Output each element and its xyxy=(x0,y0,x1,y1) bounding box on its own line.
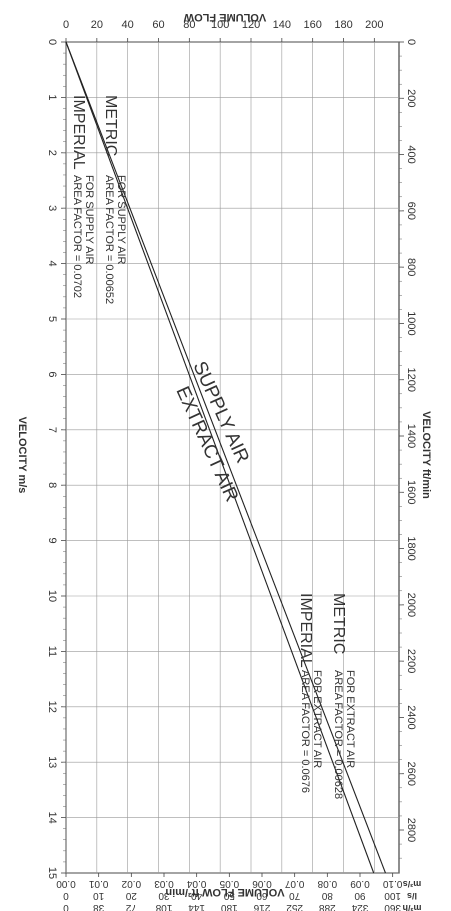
right-tick-label: 30 xyxy=(158,890,170,901)
right-tick-label: 0.07 xyxy=(284,878,304,889)
right-tick-label: 216 xyxy=(253,902,270,911)
right-tick-label: 180 xyxy=(221,902,238,911)
x-tick-label: 0 xyxy=(46,39,58,45)
right-tick-label: 0.02 xyxy=(121,878,141,889)
x-tick-label: 9 xyxy=(46,538,58,544)
annotation-extract-metric-line2: AREA FACTOR = 0.00628 xyxy=(332,670,344,799)
x-tick-label: 1 xyxy=(46,94,58,100)
annotation-supply-imperial-line1: FOR SUPPLY AIR xyxy=(83,175,95,265)
right-tick-label: 38 xyxy=(93,902,105,911)
right-tick-label: 0.09 xyxy=(350,878,370,889)
left-tick-label: 200 xyxy=(365,19,383,31)
x-tick-label: 3 xyxy=(46,205,58,211)
x-tick-label: 11 xyxy=(46,646,58,657)
annotation-supply-metric-label: METRIC xyxy=(102,95,119,156)
annotation-extract-metric-label: METRIC xyxy=(330,593,347,654)
right-tick-label: 0.06 xyxy=(252,878,272,889)
top-tick-label: 1800 xyxy=(405,536,417,560)
right-tick-label: 20 xyxy=(125,890,137,901)
right-tick-label: 90 xyxy=(354,890,366,901)
left-tick-label: 120 xyxy=(242,19,260,31)
x-tick-label: 10 xyxy=(46,590,58,602)
left-tick-label: 0 xyxy=(63,19,69,31)
x-tick-label: 8 xyxy=(46,482,58,488)
y-axis-label-left: VOLUME FLOW ft³/min xyxy=(165,886,284,898)
top-tick-label: 1600 xyxy=(405,480,417,504)
top-tick-label: 1400 xyxy=(405,424,417,448)
right-tick-label: 0.05 xyxy=(219,878,239,889)
right-tick-label: 50 xyxy=(223,890,235,901)
right-tick-label: 60 xyxy=(256,890,268,901)
x-tick-label: 7 xyxy=(46,427,58,433)
left-tick-label: 140 xyxy=(273,19,291,31)
annotation-extract-metric-line1: FOR EXTRACT AIR xyxy=(344,670,356,768)
left-tick-label: 80 xyxy=(183,19,195,31)
left-tick-label: 160 xyxy=(303,19,321,31)
right-tick-label: 0 xyxy=(63,902,69,911)
right-tick-label: 324 xyxy=(351,902,368,911)
x-tick-label: 5 xyxy=(46,316,58,322)
top-tick-label: 0 xyxy=(405,39,417,45)
right-tick-label: 0 xyxy=(63,890,69,901)
left-tick-label: 40 xyxy=(122,19,134,31)
right-tick-label: 0.01 xyxy=(88,878,108,889)
right-tick-label: 0.00 xyxy=(56,878,76,889)
left-tick-label: 20 xyxy=(91,19,103,31)
left-tick-label: 100 xyxy=(211,19,229,31)
x-tick-label: 12 xyxy=(46,701,58,713)
x-tick-label: 13 xyxy=(46,756,58,768)
right-tick-label: 40 xyxy=(191,890,203,901)
right-tick-label: 80 xyxy=(321,890,333,901)
annotation-supply-metric-line2: AREA FACTOR = 0.00652 xyxy=(103,175,115,304)
top-tick-label: 800 xyxy=(405,258,417,276)
right-tick-label: 0.04 xyxy=(186,878,206,889)
right-tick-label: 108 xyxy=(155,902,172,911)
annotation-extract-imperial-line2: AREA FACTOR = 0.0676 xyxy=(299,670,311,793)
top-tick-label: 600 xyxy=(405,202,417,220)
right-unit-header: m³/h xyxy=(403,903,422,911)
y-axis-label-right: VOLUME FLOW xyxy=(183,11,266,23)
right-tick-label: 0.08 xyxy=(317,878,337,889)
left-tick-label: 180 xyxy=(334,19,352,31)
top-tick-label: 200 xyxy=(405,89,417,107)
x-tick-label: 14 xyxy=(46,811,58,823)
right-tick-label: 360 xyxy=(384,902,401,911)
series-line-supply-air xyxy=(65,41,386,874)
x-axis-label-top: VELOCITY ft/min xyxy=(420,411,432,499)
x-tick-label: 2 xyxy=(46,150,58,156)
annotation-supply-imperial-label: IMPERIAL xyxy=(70,95,87,170)
top-tick-label: 1200 xyxy=(405,367,417,391)
right-tick-label: 70 xyxy=(289,890,301,901)
annotation-supply-metric-line1: FOR SUPPLY AIR xyxy=(115,175,127,265)
right-unit-header: l/s xyxy=(407,891,417,901)
right-tick-label: 252 xyxy=(286,902,303,911)
annotation-supply-imperial-line2: AREA FACTOR = 0.0702 xyxy=(71,175,83,298)
right-tick-label: 10 xyxy=(93,890,105,901)
x-tick-label: 6 xyxy=(46,371,58,377)
right-tick-label: 0.03 xyxy=(154,878,174,889)
top-tick-label: 2800 xyxy=(405,818,417,842)
right-tick-label: 72 xyxy=(125,902,137,911)
right-unit-header: m³/s xyxy=(403,879,422,889)
series-line-extract-air xyxy=(65,41,375,874)
right-tick-label: 100 xyxy=(384,890,401,901)
top-tick-label: 2400 xyxy=(405,705,417,729)
x-tick-label: 15 xyxy=(46,867,58,879)
top-tick-label: 2200 xyxy=(405,649,417,673)
top-tick-label: 1000 xyxy=(405,311,417,335)
annotation-extract-imperial-line1: FOR EXTRACT AIR xyxy=(311,670,323,768)
top-tick-label: 2000 xyxy=(405,593,417,617)
right-tick-label: 144 xyxy=(188,902,205,911)
top-tick-label: 2600 xyxy=(405,761,417,785)
x-axis-label-bottom: VELOCITY m/s xyxy=(16,417,28,494)
right-tick-label: 0.10 xyxy=(382,878,402,889)
x-tick-label: 4 xyxy=(46,261,58,267)
top-tick-label: 400 xyxy=(405,145,417,163)
left-tick-label: 60 xyxy=(152,19,164,31)
annotation-extract-imperial-label: IMPERIAL xyxy=(297,593,314,668)
right-tick-label: 288 xyxy=(319,902,336,911)
